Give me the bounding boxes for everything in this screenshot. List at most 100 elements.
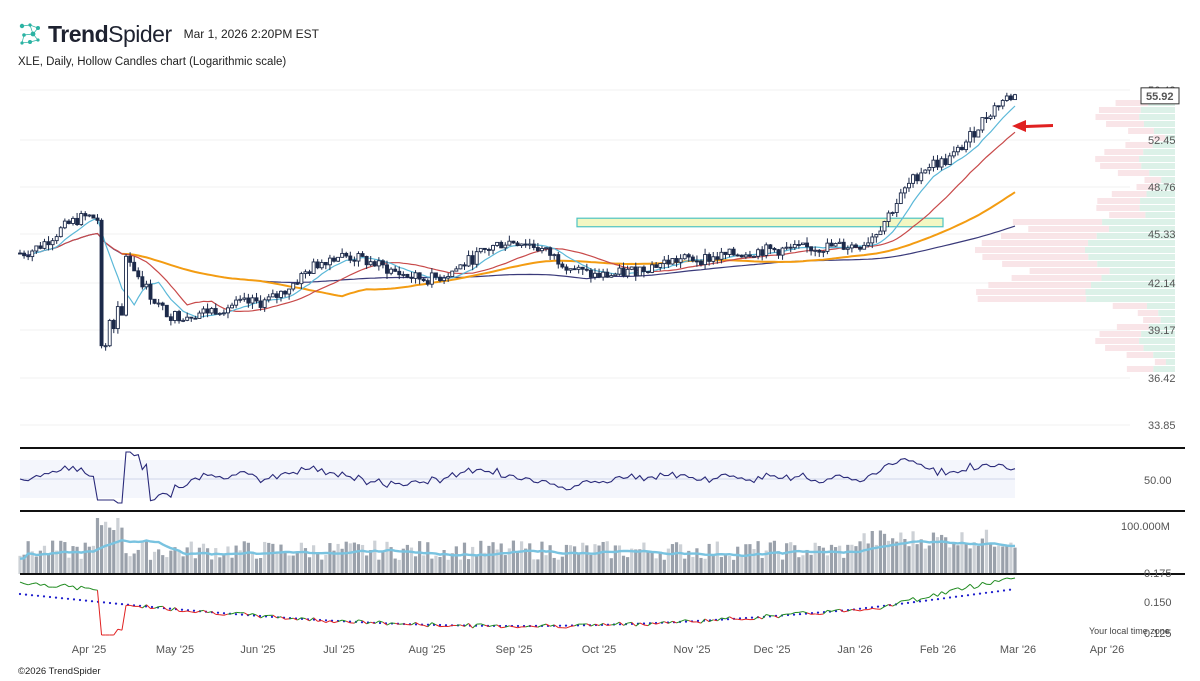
candle-body: [103, 345, 108, 348]
volume-bar: [275, 552, 279, 574]
candle-body: [923, 169, 928, 174]
indicator-dot: [942, 597, 946, 600]
volume-bar: [373, 540, 377, 574]
candle-body: [311, 261, 316, 274]
volume-bar: [927, 545, 931, 574]
indicator-line-segment: [553, 624, 559, 629]
volume-bar: [556, 559, 560, 574]
volume-bar: [601, 541, 605, 574]
volume-bar: [144, 541, 149, 574]
volume-bar: [748, 544, 752, 574]
indicator-line-segment: [994, 579, 999, 583]
volume-bar: [801, 555, 805, 574]
profile-bar-green: [1157, 184, 1175, 190]
candle-body: [601, 271, 606, 278]
indicator-line-segment: [729, 616, 734, 620]
candle-body: [801, 242, 805, 246]
indicator-dot: [516, 624, 520, 628]
candle-body: [132, 261, 137, 272]
candle-body: [352, 259, 357, 262]
volume-bar: [842, 557, 846, 574]
candle-body: [46, 241, 51, 246]
volume-bar: [462, 542, 467, 574]
volume-bar: [405, 544, 409, 574]
volume-bar: [740, 554, 744, 574]
volume-bar: [238, 550, 242, 574]
candle-body: [266, 296, 271, 301]
indicator-dot: [168, 607, 172, 610]
indicator-dot: [1008, 588, 1012, 591]
indicator-dot: [990, 591, 994, 594]
profile-bar-green: [1088, 254, 1175, 260]
volume-bar: [960, 532, 964, 574]
volume-bar: [813, 542, 817, 574]
indicator-line-segment: [627, 621, 632, 624]
indicator-line-segment: [431, 622, 437, 626]
candle-body: [833, 243, 838, 247]
profile-bar-red: [1137, 310, 1159, 316]
volume-bar: [605, 541, 609, 574]
candle-body: [747, 254, 752, 257]
volume-bar: [952, 543, 956, 574]
rsi-line: [19, 451, 1016, 504]
indicator-dot: [744, 616, 748, 620]
indicator-dot: [48, 595, 52, 599]
volume-bar: [413, 556, 418, 574]
grid: [20, 89, 1130, 426]
candle-body: [829, 242, 834, 247]
candle-body: [931, 159, 936, 168]
volume-bar: [75, 546, 79, 574]
profile-bar-red: [1105, 345, 1144, 351]
candle-body: [499, 241, 504, 249]
indicator-line-segment: [672, 620, 677, 624]
volume-bar: [650, 552, 654, 574]
volume-bar: [307, 557, 312, 574]
volume-bar: [691, 556, 695, 574]
candle-body: [315, 261, 320, 269]
candle-body: [523, 243, 528, 246]
profile-bar-red: [1109, 212, 1146, 218]
volume-bar: [108, 527, 112, 574]
volume-bar: [760, 557, 764, 574]
indicator-line-segment: [737, 618, 742, 621]
candle-body: [425, 280, 430, 285]
candle-body: [274, 293, 279, 298]
indicator-line-segment: [191, 611, 196, 614]
indicator-line-segment: [831, 609, 836, 612]
indicator-line-segment: [464, 623, 469, 627]
profile-bar-green: [1085, 247, 1175, 253]
candle-body: [960, 146, 964, 151]
candle-body: [743, 254, 748, 258]
profile-bar-red: [1106, 121, 1144, 127]
indicator-line-segment: [888, 604, 893, 607]
candle-body: [796, 244, 801, 246]
indicator-dot: [438, 623, 442, 627]
candle-body: [66, 220, 71, 224]
chart-timestamp: Mar 1, 2026 2:20PM EST: [183, 27, 320, 41]
indicator-line-segment: [782, 613, 787, 616]
candle-body: [568, 268, 573, 271]
candle-body: [83, 213, 88, 217]
volume-bar: [495, 549, 499, 574]
candle-body: [947, 155, 952, 165]
volume-bar: [825, 555, 830, 574]
indicator-line-segment: [753, 616, 759, 620]
candle-body: [527, 243, 532, 246]
volume-bar: [560, 556, 564, 574]
candle-body: [670, 258, 675, 265]
profile-bar-red: [1001, 233, 1097, 239]
indicator-dot: [24, 593, 28, 596]
indicator-line-segment: [472, 623, 478, 629]
volume-bar: [707, 543, 711, 574]
candle-body: [487, 249, 491, 251]
price-tick-label: 48.76: [1148, 182, 1176, 194]
indicator-line-segment: [358, 619, 363, 622]
indicator-line-segment: [203, 609, 208, 614]
price-axis: 56.4252.4548.7645.3342.1439.1736.4233.85…: [1140, 85, 1180, 432]
candle-body: [764, 244, 769, 256]
candle-body: [984, 117, 989, 120]
volume-bar: [189, 541, 193, 574]
volume-bar: [764, 550, 768, 574]
indicator-dot: [876, 605, 880, 608]
